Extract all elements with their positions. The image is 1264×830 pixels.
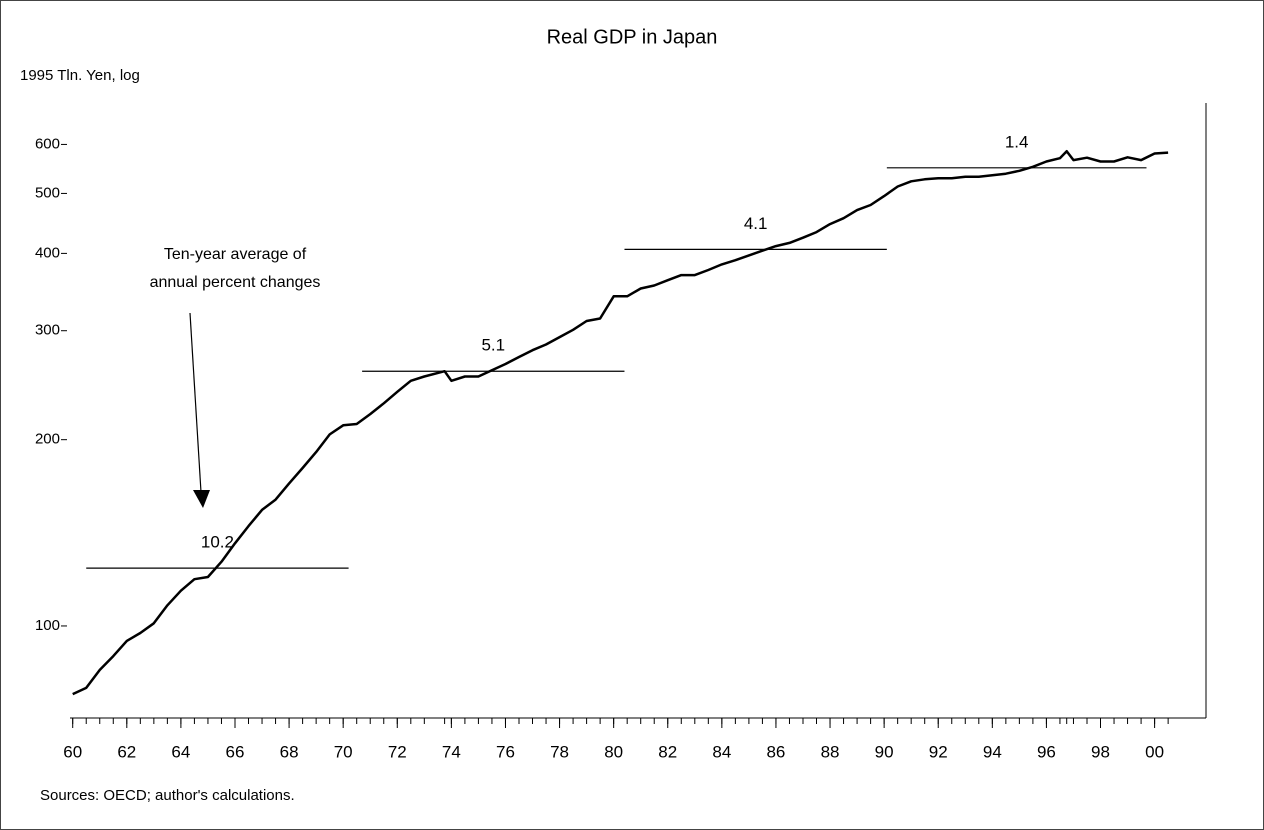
x-tick-label: 70 — [334, 742, 353, 761]
arrow-head — [193, 490, 210, 508]
x-tick-label: 62 — [117, 742, 136, 761]
x-tick-label: 68 — [280, 742, 299, 761]
x-tick-label: 80 — [604, 742, 623, 761]
x-tick-label: 98 — [1091, 742, 1110, 761]
source-note: Sources: OECD; author's calculations. — [40, 787, 295, 804]
y-tick-label: 500 — [35, 184, 60, 201]
x-tick-label: 94 — [983, 742, 1002, 761]
gdp-line — [72, 149, 1169, 696]
average-label: 10.2 — [201, 533, 234, 552]
x-tick-label: 72 — [388, 742, 407, 761]
x-tick-label: 86 — [766, 742, 785, 761]
x-tick-label: 78 — [550, 742, 569, 761]
annotation: Ten-year average of — [164, 246, 307, 263]
average-label: 1.4 — [1005, 132, 1029, 151]
x-tick-label: 64 — [171, 742, 190, 761]
x-tick-label: 60 — [63, 742, 82, 761]
x-tick-label: 82 — [658, 742, 677, 761]
x-tick-label: 74 — [442, 742, 461, 761]
y-axis-label: 1995 Tln. Yen, log — [20, 67, 140, 84]
x-tick-label: 96 — [1037, 742, 1056, 761]
average-label: 4.1 — [744, 214, 768, 233]
y-tick-label: 400 — [35, 244, 60, 261]
annotation-arrow — [189, 312, 202, 493]
chart-title: Real GDP in Japan — [547, 26, 718, 48]
x-tick-label: 90 — [875, 742, 894, 761]
x-tick-label: 92 — [929, 742, 948, 761]
x-tick-label: 84 — [712, 742, 731, 761]
x-tick-label: 88 — [821, 742, 840, 761]
y-tick-label: 600 — [35, 135, 60, 152]
x-tick-label: 00 — [1145, 742, 1164, 761]
x-tick-label: 66 — [226, 742, 245, 761]
y-tick-label: 100 — [35, 617, 60, 634]
annotation: annual percent changes — [150, 274, 321, 291]
y-tick-label: 200 — [35, 431, 60, 448]
x-tick-label: 76 — [496, 742, 515, 761]
y-tick-label: 300 — [35, 322, 60, 339]
average-label: 5.1 — [481, 336, 505, 355]
